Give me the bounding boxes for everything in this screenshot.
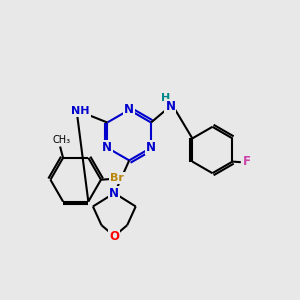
Text: F: F	[243, 155, 251, 168]
Text: Br: Br	[110, 173, 124, 183]
Text: N: N	[109, 187, 119, 200]
Text: CH₃: CH₃	[52, 135, 70, 145]
Text: N: N	[102, 141, 112, 154]
Text: N: N	[165, 100, 176, 113]
Text: O: O	[109, 230, 119, 243]
Text: NH: NH	[71, 106, 90, 116]
Text: N: N	[124, 103, 134, 116]
Text: N: N	[146, 141, 156, 154]
Text: H: H	[161, 93, 171, 103]
